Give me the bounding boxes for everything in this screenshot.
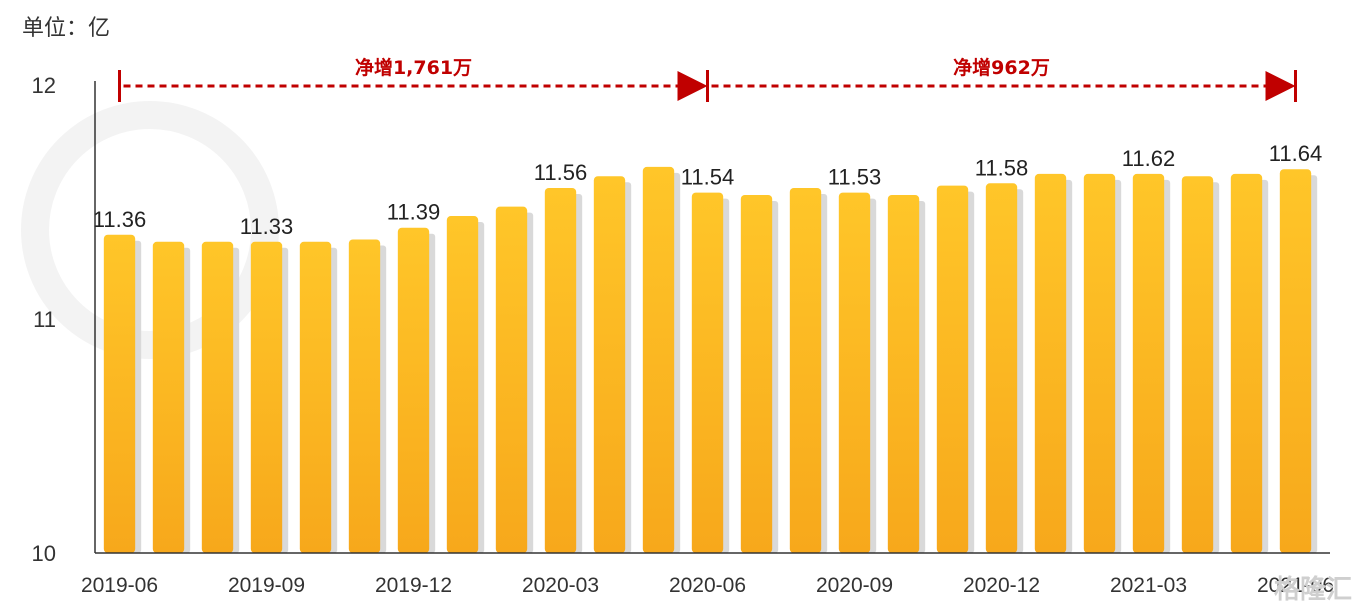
bar	[495, 206, 528, 553]
bar	[936, 185, 969, 553]
x-tick-label: 2021-06	[1257, 574, 1334, 597]
bar	[446, 216, 479, 554]
data-label: 11.54	[681, 165, 734, 190]
data-label: 11.39	[387, 200, 440, 225]
bar	[348, 239, 381, 553]
bar	[201, 241, 234, 553]
bar	[887, 194, 920, 554]
x-tick-label: 2020-06	[669, 574, 746, 597]
watermark-ring	[21, 101, 279, 359]
bar	[985, 183, 1018, 553]
x-tick-label: 2020-12	[963, 574, 1040, 597]
data-label: 11.62	[1122, 146, 1175, 171]
bar	[691, 192, 724, 553]
data-label: 11.58	[975, 155, 1028, 180]
data-label: 11.56	[534, 160, 587, 185]
bar	[1083, 173, 1116, 554]
data-label: 11.36	[93, 207, 146, 232]
bar	[152, 241, 185, 553]
bar	[544, 187, 577, 553]
unit-label: 单位：亿	[22, 16, 111, 41]
bar	[838, 192, 871, 553]
bar	[642, 166, 675, 553]
bar	[740, 194, 773, 554]
x-tick-label: 2020-03	[522, 574, 599, 597]
bar	[593, 176, 626, 553]
bar	[250, 241, 283, 553]
annotation-label: 净增962万	[953, 56, 1050, 79]
data-label: 11.64	[1269, 141, 1322, 166]
bar	[1279, 169, 1312, 554]
x-tick-label: 2020-09	[816, 574, 893, 597]
data-label: 11.53	[828, 165, 881, 190]
bar	[1132, 173, 1165, 554]
y-tick-label: 10	[32, 541, 56, 566]
x-tick-label: 2019-06	[81, 574, 158, 597]
bar	[397, 227, 430, 554]
bar	[103, 234, 136, 553]
bar	[789, 187, 822, 553]
y-tick-label: 11	[33, 307, 56, 332]
y-tick-label: 12	[32, 73, 56, 98]
bar	[1034, 173, 1067, 554]
x-tick-label: 2019-12	[375, 574, 452, 597]
annotation-label: 净增1,761万	[355, 56, 472, 79]
x-tick-label: 2021-03	[1110, 574, 1187, 597]
bar	[1181, 176, 1214, 553]
data-label: 11.33	[240, 214, 293, 239]
x-tick-label: 2019-09	[228, 574, 305, 597]
bar	[299, 241, 332, 553]
watermark-logo: 格隆汇	[1273, 575, 1352, 605]
bar	[1230, 173, 1263, 554]
